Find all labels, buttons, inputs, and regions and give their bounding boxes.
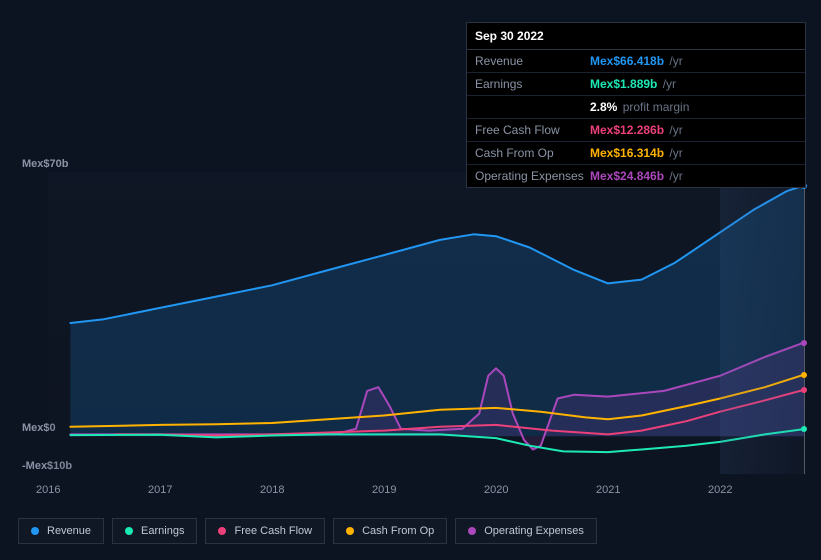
tooltip-row: Free Cash FlowMex$12.286b /yr [467,119,805,142]
highlight-band [720,172,804,474]
tooltip-row: 2.8% profit margin [467,96,805,119]
tooltip-row-label: Operating Expenses [475,169,590,183]
legend-dot-icon [218,527,226,535]
tooltip-row-label: Revenue [475,54,590,68]
x-axis-tick: 2018 [260,484,284,496]
legend-dot-icon [468,527,476,535]
x-axis-tick: 2022 [708,484,732,496]
legend-dot-icon [346,527,354,535]
series-end-dot [801,426,807,432]
tooltip-date: Sep 30 2022 [467,23,805,50]
chart-plot[interactable] [48,172,804,474]
legend-label: Earnings [141,525,184,537]
legend-dot-icon [125,527,133,535]
tooltip-row-value: Mex$16.314b /yr [590,146,683,160]
legend-item-free-cash-flow[interactable]: Free Cash Flow [205,518,325,544]
chart-legend: Revenue Earnings Free Cash Flow Cash From O… [18,518,597,544]
x-axis-tick: 2021 [596,484,620,496]
tooltip-row-label [475,100,590,114]
legend-item-revenue[interactable]: Revenue [18,518,104,544]
legend-label: Cash From Op [362,525,434,537]
series-end-dot [801,387,807,393]
tooltip-row: EarningsMex$1.889b /yr [467,73,805,96]
x-axis-tick: 2016 [36,484,60,496]
x-axis-tick: 2019 [372,484,396,496]
legend-label: Revenue [47,525,91,537]
series-end-dot [801,340,807,346]
legend-item-earnings[interactable]: Earnings [112,518,197,544]
y-axis-label: Mex$70b [22,158,68,170]
chart-tooltip: Sep 30 2022 RevenueMex$66.418b /yrEarnin… [466,22,806,188]
x-axis-tick: 2020 [484,484,508,496]
chart-area: Mex$70bMex$0-Mex$10b [18,158,804,478]
legend-dot-icon [31,527,39,535]
x-axis-tick: 2017 [148,484,172,496]
legend-item-operating-expenses[interactable]: Operating Expenses [455,518,597,544]
legend-label: Operating Expenses [484,525,584,537]
tooltip-row: RevenueMex$66.418b /yr [467,50,805,73]
tooltip-row-value: Mex$1.889b /yr [590,77,676,91]
tooltip-row-label: Cash From Op [475,146,590,160]
tooltip-row: Cash From OpMex$16.314b /yr [467,142,805,165]
legend-item-cash-from-op[interactable]: Cash From Op [333,518,447,544]
tooltip-row-value: Mex$24.846b /yr [590,169,683,183]
series-end-dot [801,372,807,378]
tooltip-row-label: Free Cash Flow [475,123,590,137]
tooltip-row-value: Mex$12.286b /yr [590,123,683,137]
legend-label: Free Cash Flow [234,525,312,537]
tooltip-row-value: 2.8% profit margin [590,100,689,114]
tooltip-row-value: Mex$66.418b /yr [590,54,683,68]
tooltip-row: Operating ExpensesMex$24.846b /yr [467,165,805,187]
tooltip-row-label: Earnings [475,77,590,91]
